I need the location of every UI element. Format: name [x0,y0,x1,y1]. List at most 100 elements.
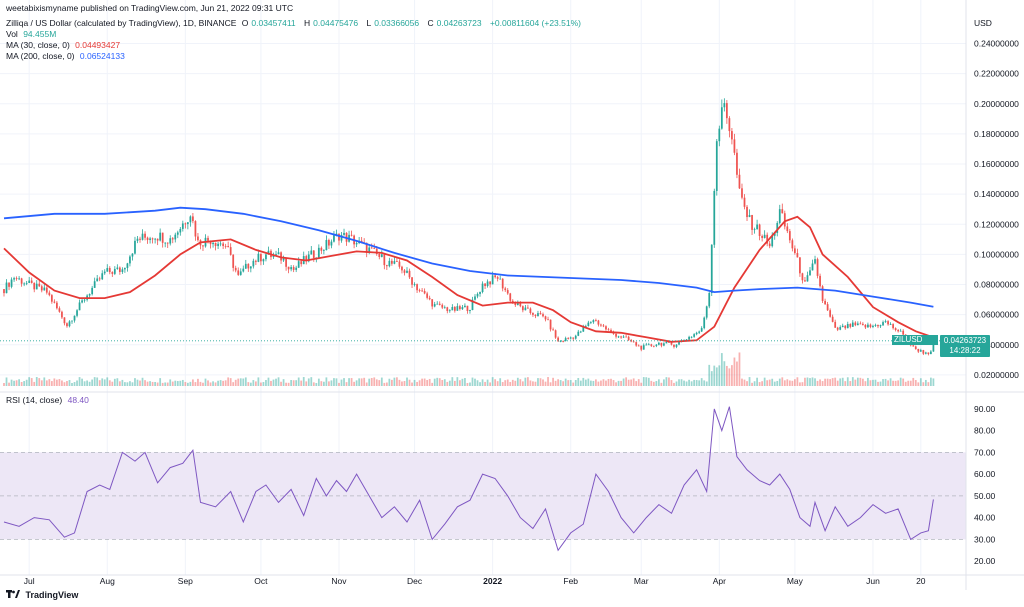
candle-body[interactable] [134,240,136,254]
candle-body[interactable] [159,232,162,241]
candle-body[interactable] [469,310,471,311]
volume-bar[interactable] [401,381,403,386]
candle-body[interactable] [106,268,109,272]
candle-body[interactable] [489,281,491,285]
volume-bar[interactable] [421,378,423,386]
volume-bar[interactable] [859,377,862,386]
candle-body[interactable] [317,247,320,258]
volume-bar[interactable] [229,378,232,386]
volume-bar[interactable] [889,378,892,386]
candle-body[interactable] [391,260,393,264]
volume-bar[interactable] [930,377,932,386]
volume-bar[interactable] [761,381,764,386]
candle-body[interactable] [370,247,373,249]
volume-bar[interactable] [159,378,162,386]
candle-body[interactable] [514,302,517,306]
volume-bar[interactable] [892,380,894,386]
volume-bar[interactable] [433,378,436,386]
volume-bar[interactable] [307,378,310,386]
volume-bar[interactable] [406,377,408,386]
candle-body[interactable] [197,236,199,241]
volume-bar[interactable] [569,380,572,386]
volume-bar[interactable] [567,380,570,386]
candle-body[interactable] [330,241,333,246]
candle-body[interactable] [219,243,222,245]
rsi-line[interactable] [3,406,934,552]
candle-body[interactable] [171,238,174,240]
volume-bar[interactable] [710,371,713,386]
volume-bar[interactable] [343,378,345,386]
volume-bar[interactable] [129,381,131,386]
volume-bar[interactable] [862,378,864,386]
volume-bar[interactable] [287,382,290,386]
volume-bar[interactable] [741,378,743,386]
candle-body[interactable] [53,301,56,303]
volume-bar[interactable] [811,377,814,386]
volume-bar[interactable] [564,378,567,386]
candle-body[interactable] [202,245,204,247]
volume-bar[interactable] [557,379,559,386]
volume-bar[interactable] [539,378,542,386]
ma30-line[interactable] [3,215,934,343]
volume-bar[interactable] [640,382,643,386]
volume-bar[interactable] [645,377,648,386]
volume-bar[interactable] [83,381,86,386]
volume-bar[interactable] [10,379,13,386]
candle-body[interactable] [224,245,227,247]
candle-body[interactable] [81,300,83,303]
candle-body[interactable] [919,350,922,352]
candle-body[interactable] [76,310,78,316]
volume-bar[interactable] [260,382,262,386]
candle-body[interactable] [793,248,796,254]
volume-bar[interactable] [786,379,789,386]
volume-bar[interactable] [20,382,23,386]
volume-bar[interactable] [695,380,698,386]
volume-bar[interactable] [781,377,784,386]
volume-bar[interactable] [416,381,418,386]
volume-bar[interactable] [509,381,512,386]
volume-bar[interactable] [295,380,298,386]
volume-bar[interactable] [451,377,454,386]
candle-body[interactable] [426,293,429,298]
candle-body[interactable] [169,238,172,244]
candle-body[interactable] [118,267,121,272]
candle-body[interactable] [103,271,106,274]
volume-bar[interactable] [597,381,600,386]
volume-bar[interactable] [91,379,94,386]
candle-body[interactable] [889,324,892,325]
candle-body[interactable] [466,305,469,311]
volume-bar[interactable] [479,382,481,386]
volume-bar[interactable] [249,382,252,386]
candle-body[interactable] [736,152,738,175]
candle-body[interactable] [242,268,245,272]
volume-bar[interactable] [688,379,690,386]
candle-body[interactable] [297,261,300,268]
volume-bar[interactable] [579,380,582,386]
volume-bar[interactable] [353,381,355,386]
candle-body[interactable] [821,286,824,301]
candle-body[interactable] [902,330,905,335]
candle-body[interactable] [129,256,131,264]
candle-body[interactable] [312,250,315,258]
volume-bar[interactable] [209,382,212,386]
candle-body[interactable] [655,344,658,346]
volume-bar[interactable] [257,377,260,386]
volume-bar[interactable] [846,377,849,386]
volume-bar[interactable] [932,378,935,386]
volume-bar[interactable] [867,377,869,386]
volume-bar[interactable] [270,380,272,386]
volume-bar[interactable] [753,381,756,386]
candle-body[interactable] [519,303,522,307]
volume-bar[interactable] [922,382,925,386]
candle-body[interactable] [718,128,721,142]
candle-body[interactable] [632,341,635,343]
volume-bar[interactable] [393,377,396,386]
volume-bar[interactable] [310,377,313,386]
ma200-line[interactable] [3,206,934,308]
rsi-legend[interactable]: RSI (14, close) 48.40 [6,395,92,406]
volume-bar[interactable] [305,381,308,386]
candle-body[interactable] [516,303,519,306]
volume-bar[interactable] [88,381,91,386]
volume-bar[interactable] [121,379,124,386]
candle-body[interactable] [872,325,874,327]
